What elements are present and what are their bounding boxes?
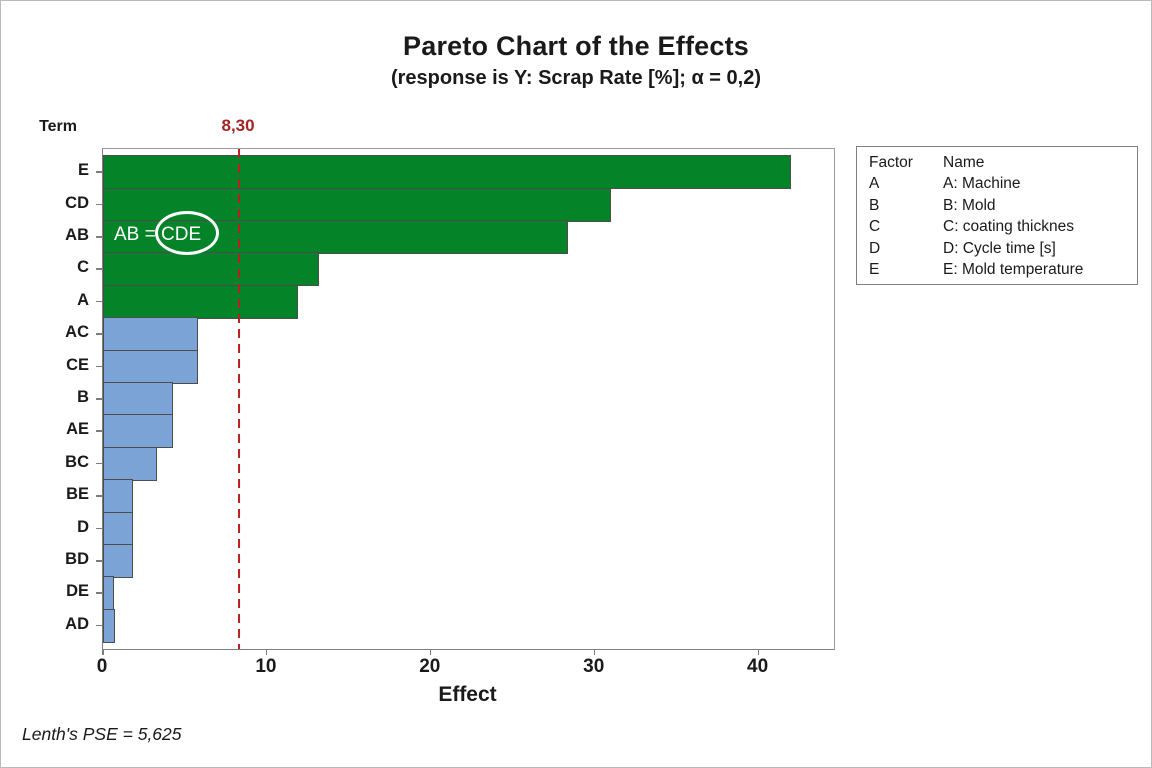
reference-line-label: 8,30 [221,116,255,135]
y-tick-mark [96,527,102,530]
legend-factor: A [869,175,880,193]
effect-bar-E [103,155,792,190]
x-axis-title: Effect [438,683,497,706]
y-tick-mark [96,495,102,497]
legend-row-C: C C: coating thicknes [869,216,1131,237]
x-tick-mark [102,649,104,655]
x-tick-mark [757,649,760,655]
legend-factor-name: D: Cycle time [s] [943,239,1056,257]
x-tick-mark [593,649,596,655]
y-tick-label-BE: BE [66,485,89,504]
lenths-pse-footnote: Lenth's PSE = 5,625 [22,724,182,744]
y-tick-label-C: C [77,258,89,277]
y-tick-label-CD: CD [65,193,89,212]
y-tick-label-BC: BC [65,452,89,471]
effect-bar-CE [103,349,199,384]
y-axis-title: Term [39,118,77,135]
effect-bar-AD [103,608,116,643]
legend-header-name: Name [943,154,985,171]
cde-ellipse-annotation [155,211,219,255]
effect-bar-D [103,511,133,546]
y-tick-mark [96,365,102,368]
legend-header-factor: Factor [869,154,913,171]
y-tick-mark [96,624,102,627]
y-tick-label-A: A [77,290,89,309]
effect-bar-B [103,382,174,416]
x-tick-label-0: 0 [96,656,108,677]
y-tick-label-E: E [77,161,89,180]
legend-row-E: E E: Mold temperature [869,259,1131,280]
y-tick-mark [96,236,102,238]
y-tick-mark [96,333,102,335]
y-tick-mark [96,592,102,594]
y-tick-label-B: B [77,388,89,407]
effect-bar-DE [103,576,115,611]
legend-factor-name: A: Machine [943,175,1021,193]
effect-bar-BC [103,446,158,481]
effect-bar-A [103,284,299,319]
legend-row-D: D D: Cycle time [s] [869,238,1131,259]
y-tick-label-CE: CE [66,355,89,374]
effect-bar-BD [103,544,134,578]
legend-factor: C [869,218,881,236]
chart-subtitle: (response is Y: Scrap Rate [%]; α = 0,2) [390,67,761,89]
effect-bar-BE [103,479,133,514]
x-tick-label-30: 30 [583,656,605,677]
y-tick-label-AE: AE [66,420,89,439]
legend-factor-name: B: Mold [943,196,996,214]
plot-area: AB = CDE [102,148,835,650]
legend-factor: B [869,196,880,214]
legend-rows-group: A A: Machine B B: Mold C C: coating thicknes D… [869,173,1131,280]
legend-row-B: B B: Mold [869,195,1131,216]
chart-title: Pareto Chart of the Effects [403,31,749,61]
legend-factor-name: E: Mold temperature [943,261,1084,279]
legend-row-A: A A: Machine [869,173,1131,194]
y-tick-mark [96,171,102,173]
effect-bar-AC [103,317,199,352]
y-tick-mark [96,560,102,562]
y-tick-mark [96,203,102,206]
factor-legend-box: Factor Name A A: Machine B B: Mold C C: coati… [856,146,1138,285]
legend-header-row: Factor Name [869,152,1131,173]
y-tick-label-D: D [77,517,89,536]
x-tick-label-10: 10 [255,656,277,677]
effect-bar-AE [103,414,174,449]
y-tick-mark [96,268,102,270]
legend-factor: D [869,239,881,257]
x-tick-label-20: 20 [419,656,441,677]
y-tick-mark [96,300,102,303]
y-tick-mark [96,430,102,432]
y-tick-label-AD: AD [65,614,89,633]
legend-factor: E [869,261,880,279]
legend-factor-name: C: coating thicknes [943,218,1074,236]
effect-bar-C [103,252,320,287]
y-tick-mark [96,398,102,400]
y-tick-label-DE: DE [66,582,89,601]
y-tick-mark [96,462,102,465]
x-tick-mark [429,649,432,655]
x-tick-mark [265,649,268,655]
y-tick-label-BD: BD [65,550,89,569]
x-tick-label-40: 40 [747,656,769,677]
y-tick-label-AC: AC [65,323,89,342]
y-tick-label-AB: AB [65,226,89,245]
